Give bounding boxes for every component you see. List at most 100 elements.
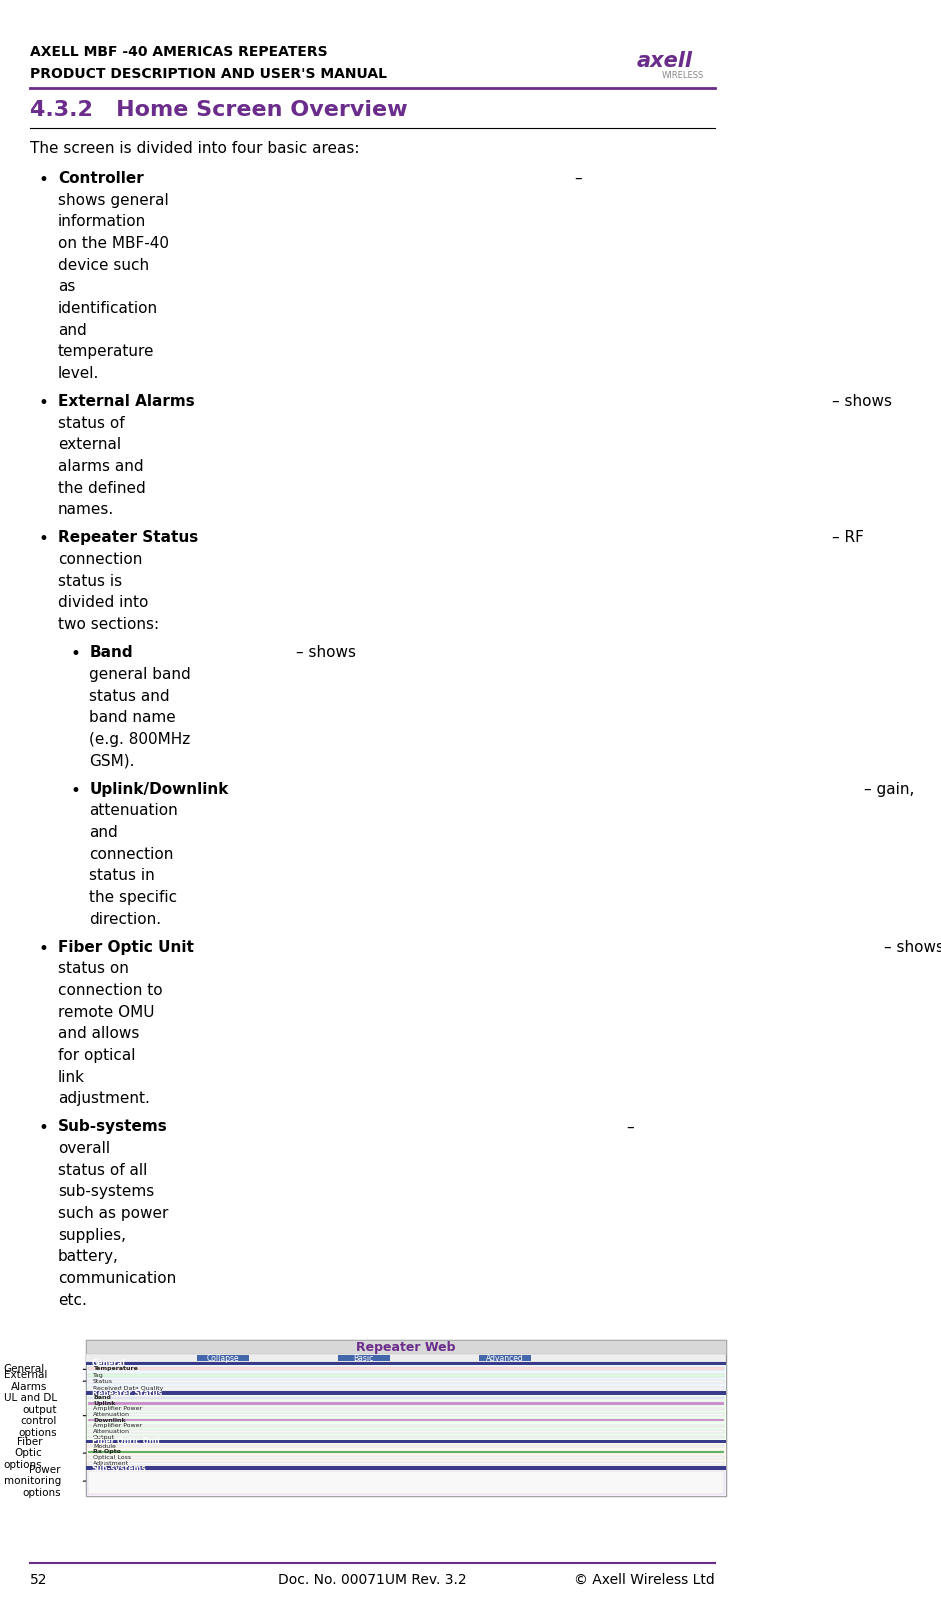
Text: information: information: [58, 213, 147, 230]
Text: Repeater Status: Repeater Status: [91, 1388, 162, 1398]
FancyBboxPatch shape: [88, 1387, 724, 1390]
Text: Doc. No. 00071UM Rev. 3.2: Doc. No. 00071UM Rev. 3.2: [279, 1573, 467, 1587]
Text: –: –: [574, 172, 582, 186]
FancyBboxPatch shape: [88, 1430, 724, 1433]
Text: Fiber Optic Unit: Fiber Optic Unit: [91, 1436, 160, 1446]
Text: External Alarms: External Alarms: [58, 393, 195, 409]
FancyBboxPatch shape: [86, 1467, 726, 1496]
Text: adjustment.: adjustment.: [58, 1091, 150, 1106]
Text: •: •: [71, 645, 81, 663]
Text: Attenuation: Attenuation: [93, 1428, 130, 1433]
FancyBboxPatch shape: [86, 1392, 726, 1395]
FancyBboxPatch shape: [88, 1456, 724, 1459]
Text: Repeater Web: Repeater Web: [356, 1340, 455, 1353]
Text: – RF: – RF: [832, 530, 864, 546]
Text: two sections:: two sections:: [58, 616, 159, 632]
Text: general band: general band: [89, 666, 191, 682]
Text: sub-systems: sub-systems: [58, 1184, 154, 1199]
Text: status in: status in: [89, 868, 155, 883]
Text: Temperature: Temperature: [93, 1366, 138, 1371]
Text: Fiber
Optic
options: Fiber Optic options: [4, 1436, 42, 1470]
FancyBboxPatch shape: [88, 1380, 724, 1384]
FancyBboxPatch shape: [86, 1340, 726, 1355]
Text: The screen is divided into four basic areas:: The screen is divided into four basic ar…: [30, 141, 359, 156]
Text: Advanced: Advanced: [486, 1353, 523, 1363]
FancyBboxPatch shape: [86, 1363, 726, 1392]
Text: •: •: [39, 393, 49, 412]
FancyBboxPatch shape: [86, 1340, 726, 1496]
Text: as: as: [58, 279, 75, 294]
Text: temperature: temperature: [58, 343, 154, 360]
Text: 52: 52: [30, 1573, 47, 1587]
Text: shows general: shows general: [58, 193, 168, 207]
Text: status of all: status of all: [58, 1162, 148, 1178]
FancyBboxPatch shape: [88, 1408, 724, 1411]
Text: General: General: [4, 1364, 45, 1374]
Text: Basic: Basic: [354, 1353, 374, 1363]
Text: Uplink/Downlink: Uplink/Downlink: [89, 782, 229, 796]
Text: – shows: – shows: [295, 645, 356, 660]
FancyBboxPatch shape: [479, 1355, 531, 1361]
FancyBboxPatch shape: [86, 1363, 726, 1366]
Text: alarms and: alarms and: [58, 459, 144, 473]
Text: divided into: divided into: [58, 595, 149, 610]
Text: © Axell Wireless Ltd: © Axell Wireless Ltd: [574, 1573, 715, 1587]
Text: AXELL MBF -40 AMERICAS REPEATERS: AXELL MBF -40 AMERICAS REPEATERS: [30, 45, 327, 59]
Text: and: and: [58, 323, 87, 337]
Text: Sub-systems: Sub-systems: [91, 1464, 147, 1472]
FancyBboxPatch shape: [88, 1444, 724, 1448]
Text: GSM).: GSM).: [89, 753, 135, 769]
Text: link: link: [58, 1069, 85, 1085]
Text: Adjustment: Adjustment: [93, 1461, 129, 1465]
Text: •: •: [39, 530, 49, 549]
Text: Rx Opto: Rx Opto: [93, 1449, 121, 1454]
Text: Optical Loss: Optical Loss: [93, 1456, 131, 1461]
FancyBboxPatch shape: [88, 1367, 724, 1371]
FancyBboxPatch shape: [88, 1414, 724, 1416]
Text: status of: status of: [58, 416, 125, 430]
Text: •: •: [39, 172, 49, 189]
Text: and allows: and allows: [58, 1026, 139, 1042]
Text: and: and: [89, 825, 119, 839]
Text: status on: status on: [58, 961, 129, 976]
Text: Output: Output: [93, 1435, 115, 1440]
FancyBboxPatch shape: [86, 1440, 726, 1467]
Text: (e.g. 800MHz: (e.g. 800MHz: [89, 732, 191, 746]
Text: connection: connection: [58, 552, 142, 567]
Text: Power
monitoring
options: Power monitoring options: [4, 1464, 61, 1497]
Text: connection: connection: [89, 846, 174, 862]
Text: connection to: connection to: [58, 982, 163, 998]
Text: band name: band name: [89, 709, 176, 725]
Text: Status: Status: [93, 1379, 113, 1384]
FancyBboxPatch shape: [86, 1392, 726, 1440]
Text: identification: identification: [58, 300, 158, 316]
FancyBboxPatch shape: [88, 1403, 724, 1404]
FancyBboxPatch shape: [86, 1440, 726, 1443]
Text: supplies,: supplies,: [58, 1228, 126, 1242]
FancyBboxPatch shape: [88, 1462, 724, 1465]
Text: – shows: – shows: [884, 939, 941, 955]
Text: Downlink: Downlink: [93, 1417, 126, 1422]
Text: Amplifier Power: Amplifier Power: [93, 1406, 142, 1411]
Text: •: •: [39, 939, 49, 958]
Text: Module: Module: [93, 1443, 116, 1449]
Text: Received Data Quality: Received Data Quality: [93, 1385, 164, 1390]
Text: Amplifier Power: Amplifier Power: [93, 1424, 142, 1428]
Text: level.: level.: [58, 366, 100, 380]
Text: Tag: Tag: [93, 1372, 104, 1377]
Text: •: •: [39, 1119, 49, 1138]
FancyBboxPatch shape: [197, 1355, 249, 1361]
FancyBboxPatch shape: [88, 1425, 724, 1427]
Text: etc.: etc.: [58, 1292, 87, 1308]
Text: status and: status and: [89, 689, 170, 703]
Text: Band: Band: [93, 1395, 111, 1400]
Text: the specific: the specific: [89, 889, 178, 905]
Text: Uplink: Uplink: [93, 1401, 116, 1406]
Text: for optical: for optical: [58, 1048, 136, 1063]
FancyBboxPatch shape: [338, 1355, 390, 1361]
Text: direction.: direction.: [89, 912, 162, 926]
Text: attenuation: attenuation: [89, 802, 178, 819]
Text: WIRELESS: WIRELESS: [662, 71, 704, 80]
Text: Repeater Status: Repeater Status: [58, 530, 199, 546]
Text: remote OMU: remote OMU: [58, 1005, 154, 1019]
